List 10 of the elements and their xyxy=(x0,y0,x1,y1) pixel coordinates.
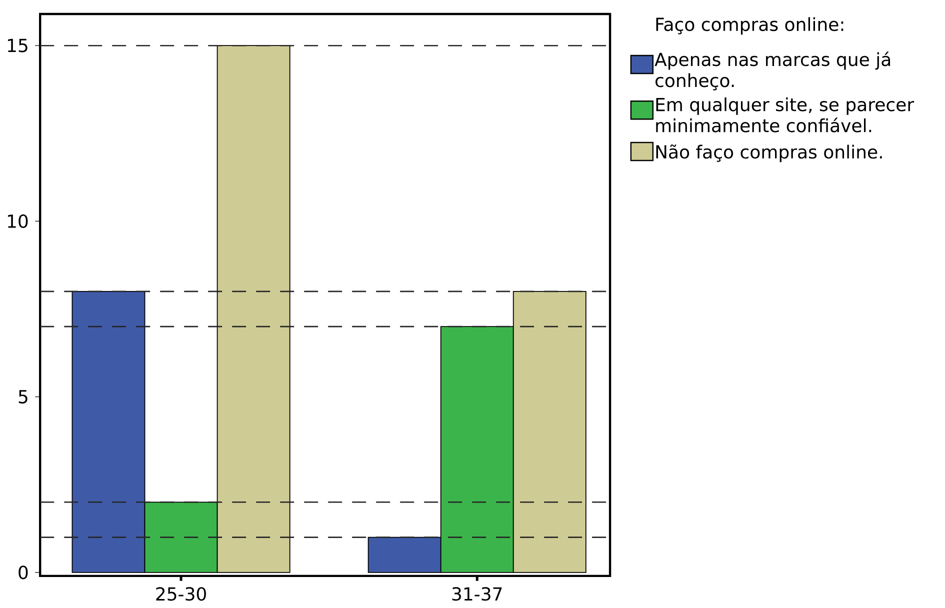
y-tick-label: 15 xyxy=(8,38,28,52)
x-tick-label: 31-37 xyxy=(452,587,502,601)
legend-label: Não faço compras online. xyxy=(656,144,882,162)
x-tick-label: 25-30 xyxy=(156,587,206,601)
legend-label: Apenas nas marcas que já conheço. xyxy=(654,52,890,90)
legend-title: Faço compras online: xyxy=(656,17,844,35)
y-tick-label: 5 xyxy=(18,390,28,404)
legend-label: Em qualquer site, se parecer minimamente confiável. xyxy=(656,97,914,132)
y-tick-label: 10 xyxy=(8,214,28,228)
y-tick-label: 0 xyxy=(18,566,28,580)
